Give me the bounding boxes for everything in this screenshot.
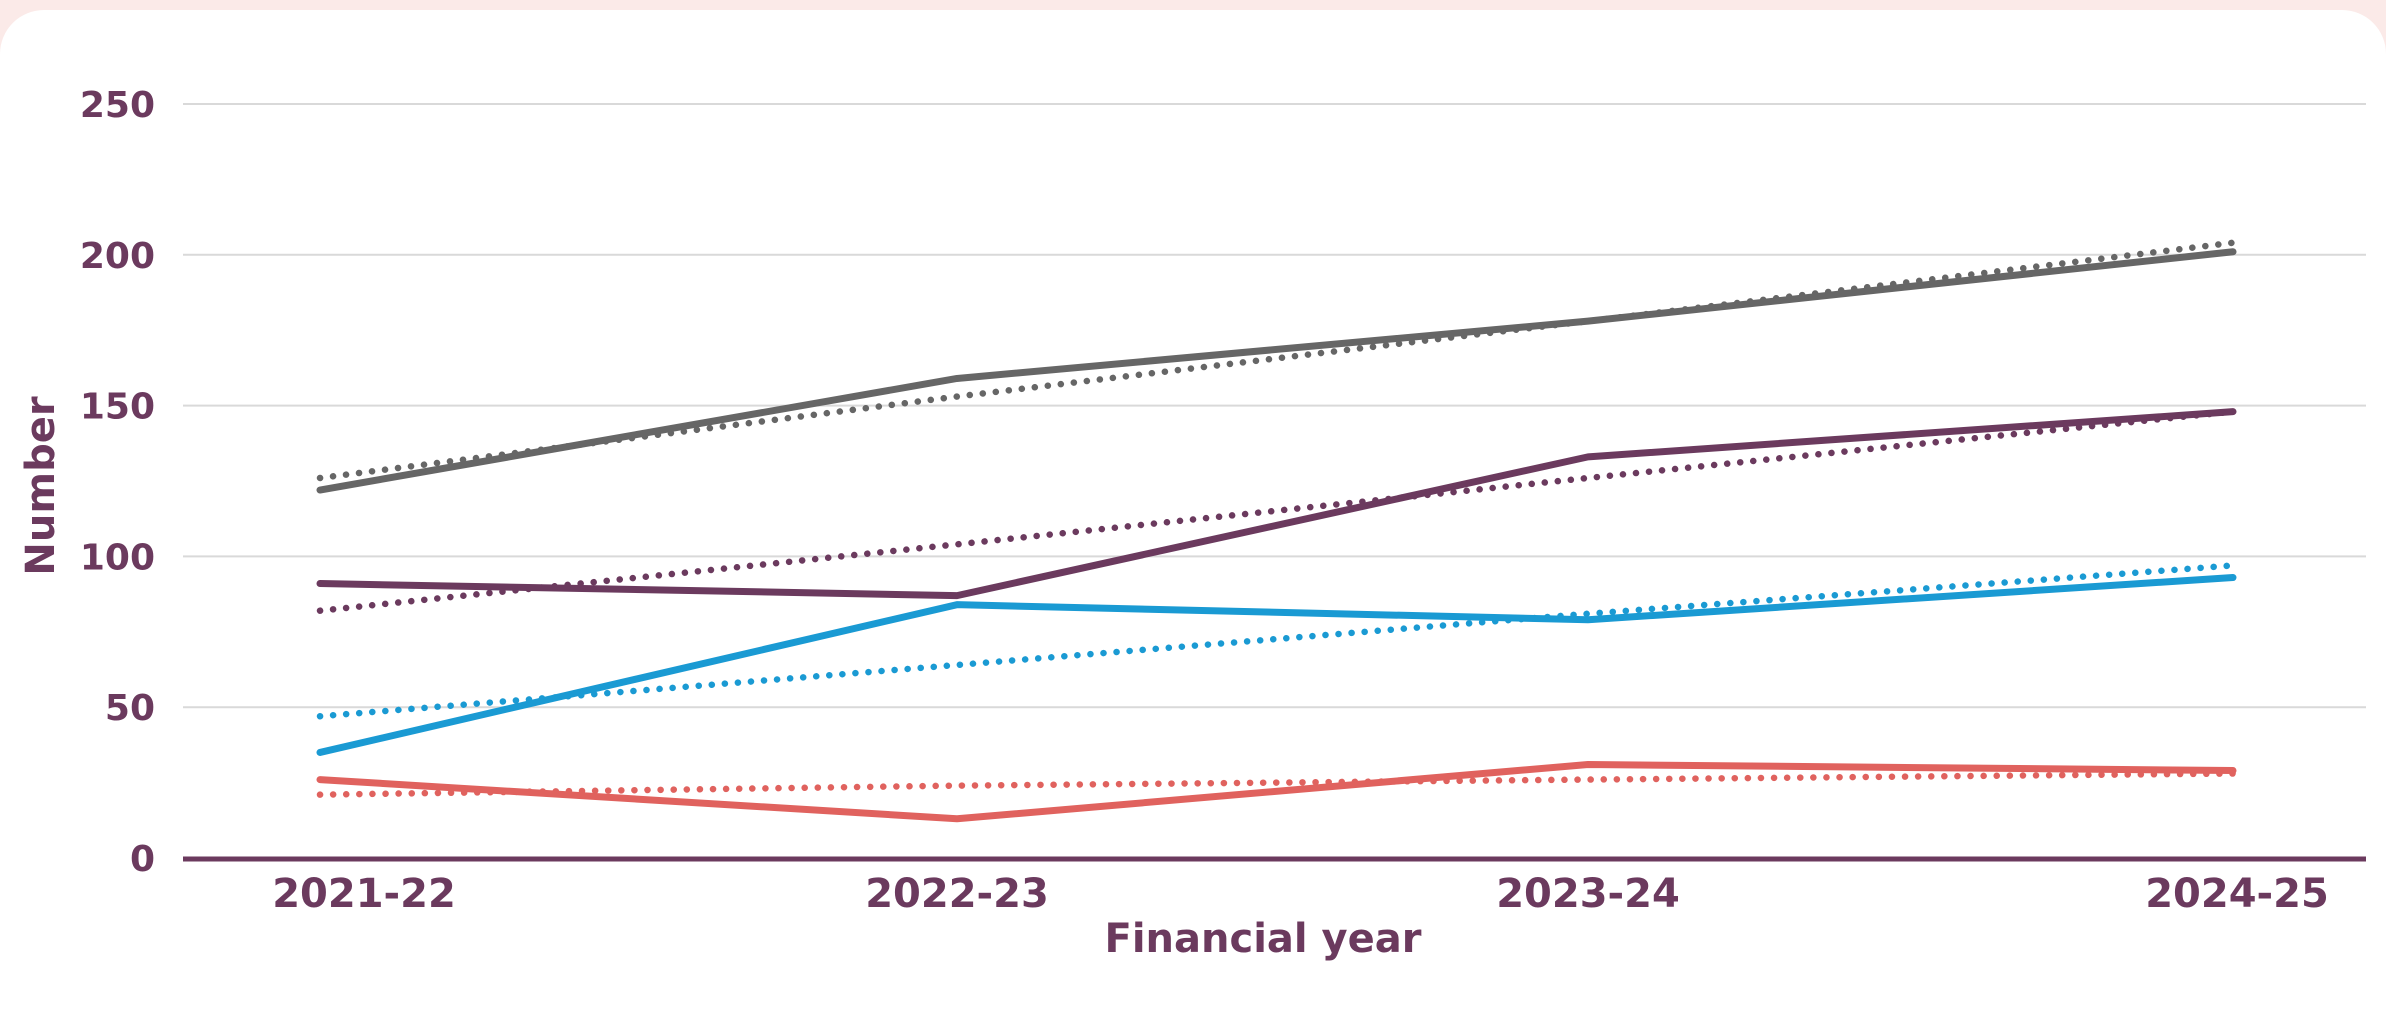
series-lines [316, 239, 2237, 823]
series-line-5-solid [316, 574, 2237, 756]
series-line-6-dotted [316, 562, 2237, 720]
series-line-1-solid [316, 248, 2237, 494]
y-tick-label: 0 [130, 839, 155, 880]
y-tick-label: 250 [80, 85, 155, 126]
x-tick-label: 2024-25 [2145, 871, 2329, 917]
y-axis-title: Number [18, 396, 64, 575]
y-tick-label: 200 [80, 236, 155, 277]
gridlines [183, 103, 2366, 709]
y-tick-label: 50 [105, 688, 155, 729]
y-tick-label: 150 [80, 387, 155, 428]
x-axis-title: Financial year [1105, 916, 1422, 962]
x-tick-label: 2021-22 [272, 871, 456, 917]
series-line-7-solid [316, 761, 2237, 823]
series-line-4-dotted [316, 408, 2237, 614]
series-line-3-solid [316, 408, 2237, 600]
x-tick-label: 2022-23 [865, 871, 1049, 917]
y-axis-ticks: 0 50 100 150 200 250 [80, 85, 155, 880]
y-tick-label: 100 [80, 537, 155, 578]
x-axis-ticks: 2021-22 2022-23 2023-24 2024-25 [272, 871, 2329, 917]
x-tick-label: 2023-24 [1496, 871, 1680, 917]
